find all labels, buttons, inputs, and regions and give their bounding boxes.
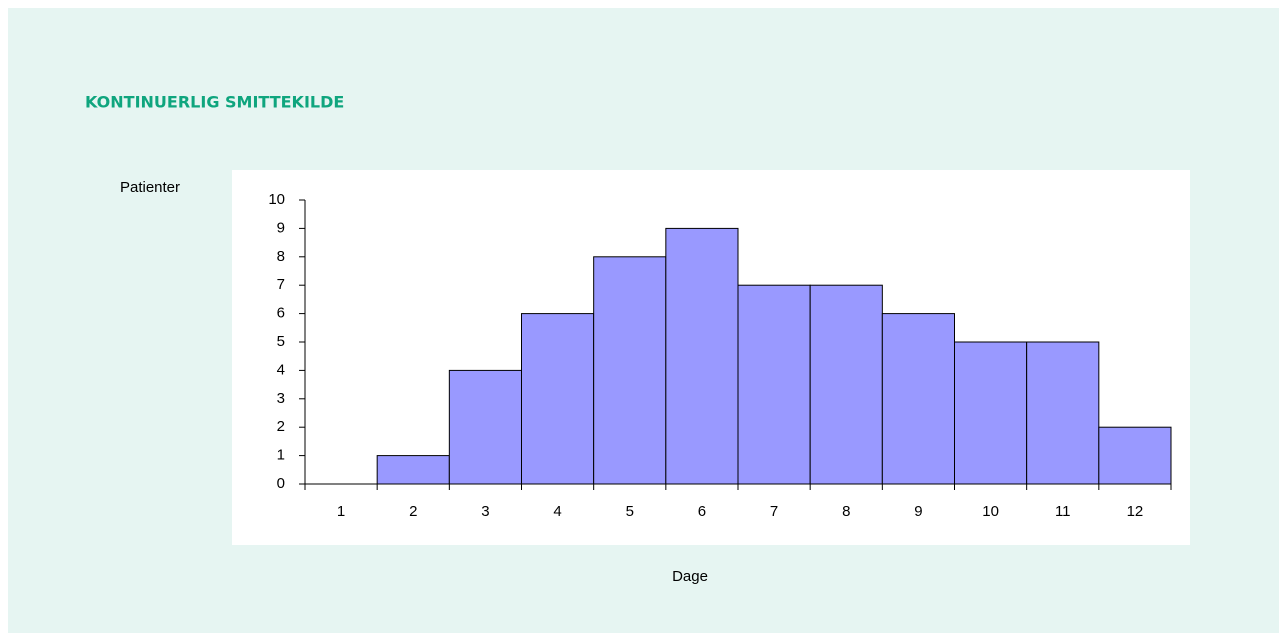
x-tick-label: 2	[409, 503, 417, 520]
x-tick-label: 10	[982, 503, 999, 520]
x-tick-label: 9	[914, 503, 922, 520]
bar	[881, 313, 955, 485]
bar	[809, 284, 883, 485]
y-tick-label: 4	[277, 361, 285, 378]
y-tick-label: 0	[277, 475, 285, 492]
y-tick-label: 3	[277, 390, 285, 407]
bar	[1026, 341, 1100, 485]
x-tick-label: 6	[698, 503, 706, 520]
y-axis-label: Patienter	[120, 179, 180, 196]
bar	[376, 455, 450, 485]
y-tick-label: 8	[277, 248, 285, 265]
x-tick-label: 8	[842, 503, 850, 520]
y-tick-label: 5	[277, 333, 285, 350]
x-tick-label: 4	[553, 503, 561, 520]
x-tick-label: 12	[1127, 503, 1144, 520]
bar	[954, 341, 1028, 485]
bar	[1098, 426, 1172, 485]
x-tick-label: 7	[770, 503, 778, 520]
bar	[448, 369, 523, 485]
x-tick-label: 3	[481, 503, 489, 520]
y-tick-label: 7	[277, 276, 285, 293]
x-tick-label: 11	[1055, 503, 1071, 520]
chart-title: KONTINUERLIG SMITTEKILDE	[85, 93, 344, 112]
bar	[521, 313, 595, 485]
y-tick-label: 10	[268, 191, 285, 208]
y-tick-label: 6	[277, 305, 285, 322]
y-tick-label: 9	[277, 219, 285, 236]
y-tick-label: 2	[277, 418, 285, 435]
y-tick-label: 1	[277, 447, 285, 464]
x-axis-label: Dage	[672, 568, 708, 585]
bar	[737, 284, 811, 485]
bar	[665, 227, 739, 485]
x-tick-label: 1	[337, 503, 345, 520]
bar	[593, 256, 667, 485]
x-tick-label: 5	[626, 503, 634, 520]
